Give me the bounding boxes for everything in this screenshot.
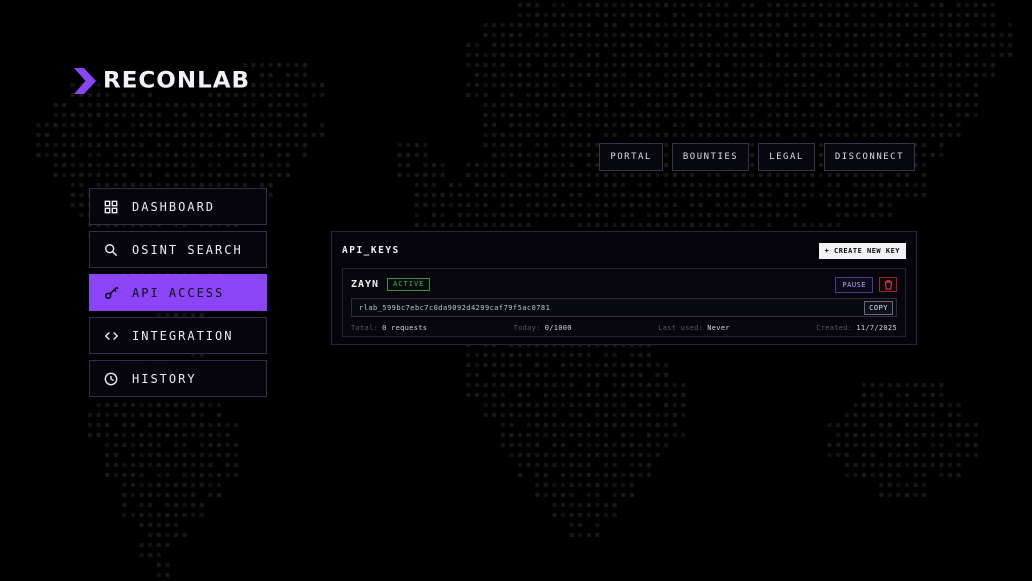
stat-last-used: Last used: Never [658, 324, 730, 332]
brand-name: RECONLAB [103, 68, 251, 94]
chevron-right-icon [74, 68, 96, 94]
pause-key-button[interactable]: PAUSE [835, 276, 873, 293]
create-new-key-button[interactable]: + CREATE NEW KEY [818, 242, 906, 259]
key-icon [103, 285, 119, 301]
sidebar-item-dashboard[interactable]: DASHBOARD [89, 188, 267, 225]
sidebar-item-label: HISTORY [132, 371, 197, 386]
sidebar-item-osint-search[interactable]: OSINT SEARCH [89, 231, 267, 268]
key-stats-row: Total: 0 requests Today: 0/1000 Last used:… [351, 324, 897, 332]
stat-today: Today: 0/1000 [514, 324, 572, 332]
search-icon [103, 242, 119, 258]
clock-icon [103, 371, 119, 387]
dashboard-grid-icon [103, 199, 119, 215]
sidebar-item-history[interactable]: HISTORY [89, 360, 267, 397]
stat-value: 0/1000 [544, 324, 572, 332]
sidebar-item-label: INTEGRATION [132, 328, 234, 343]
copy-key-button[interactable]: COPY [864, 300, 893, 315]
key-actions: PAUSE [835, 276, 897, 293]
brand-logo: RECONLAB [74, 68, 250, 94]
trash-icon [884, 279, 893, 290]
stat-label: Last used: [658, 324, 704, 332]
nav-portal-button[interactable]: PORTAL [599, 143, 663, 171]
delete-key-button[interactable] [879, 277, 897, 292]
key-card-header: ZAYN ACTIVE PAUSE [351, 276, 897, 293]
nav-legal-button[interactable]: LEGAL [758, 143, 815, 171]
api-keys-panel: API_KEYS + CREATE NEW KEY ZAYN ACTIVE PA… [331, 231, 917, 345]
stat-created: Created: 11/7/2025 [816, 324, 897, 332]
stat-value: 11/7/2025 [856, 324, 897, 332]
panel-header: API_KEYS + CREATE NEW KEY [342, 242, 906, 259]
stat-total: Total: 0 requests [351, 324, 427, 332]
nav-disconnect-button[interactable]: DISCONNECT [823, 143, 915, 171]
sidebar-item-label: API ACCESS [132, 285, 225, 300]
sidebar-item-label: OSINT SEARCH [132, 242, 243, 257]
stat-label: Today: [513, 324, 541, 332]
sidebar-item-api-access[interactable]: API ACCESS [89, 274, 267, 311]
key-name: ZAYN [351, 279, 380, 290]
sidebar-item-integration[interactable]: INTEGRATION [89, 317, 267, 354]
api-key-field[interactable]: rlab_599bc7ebc7c0da9092d4299caf79f5ac078… [351, 298, 897, 317]
code-icon [103, 328, 119, 344]
stat-value: 0 requests [382, 324, 428, 332]
stat-label: Created: [816, 324, 853, 332]
stat-value: Never [707, 324, 730, 332]
nav-bounties-button[interactable]: BOUNTIES [671, 143, 750, 171]
panel-title: API_KEYS [342, 245, 400, 256]
stat-label: Total: [351, 324, 379, 332]
status-badge: ACTIVE [387, 278, 431, 291]
top-nav: PORTAL BOUNTIES LEGAL DISCONNECT [599, 143, 915, 171]
sidebar-item-label: DASHBOARD [132, 199, 216, 214]
sidebar: DASHBOARD OSINT SEARCH API ACCESS [89, 188, 267, 397]
api-key-value: rlab_599bc7ebc7c0da9092d4299caf79f5ac078… [359, 303, 551, 312]
api-key-card: ZAYN ACTIVE PAUSE [342, 268, 906, 337]
